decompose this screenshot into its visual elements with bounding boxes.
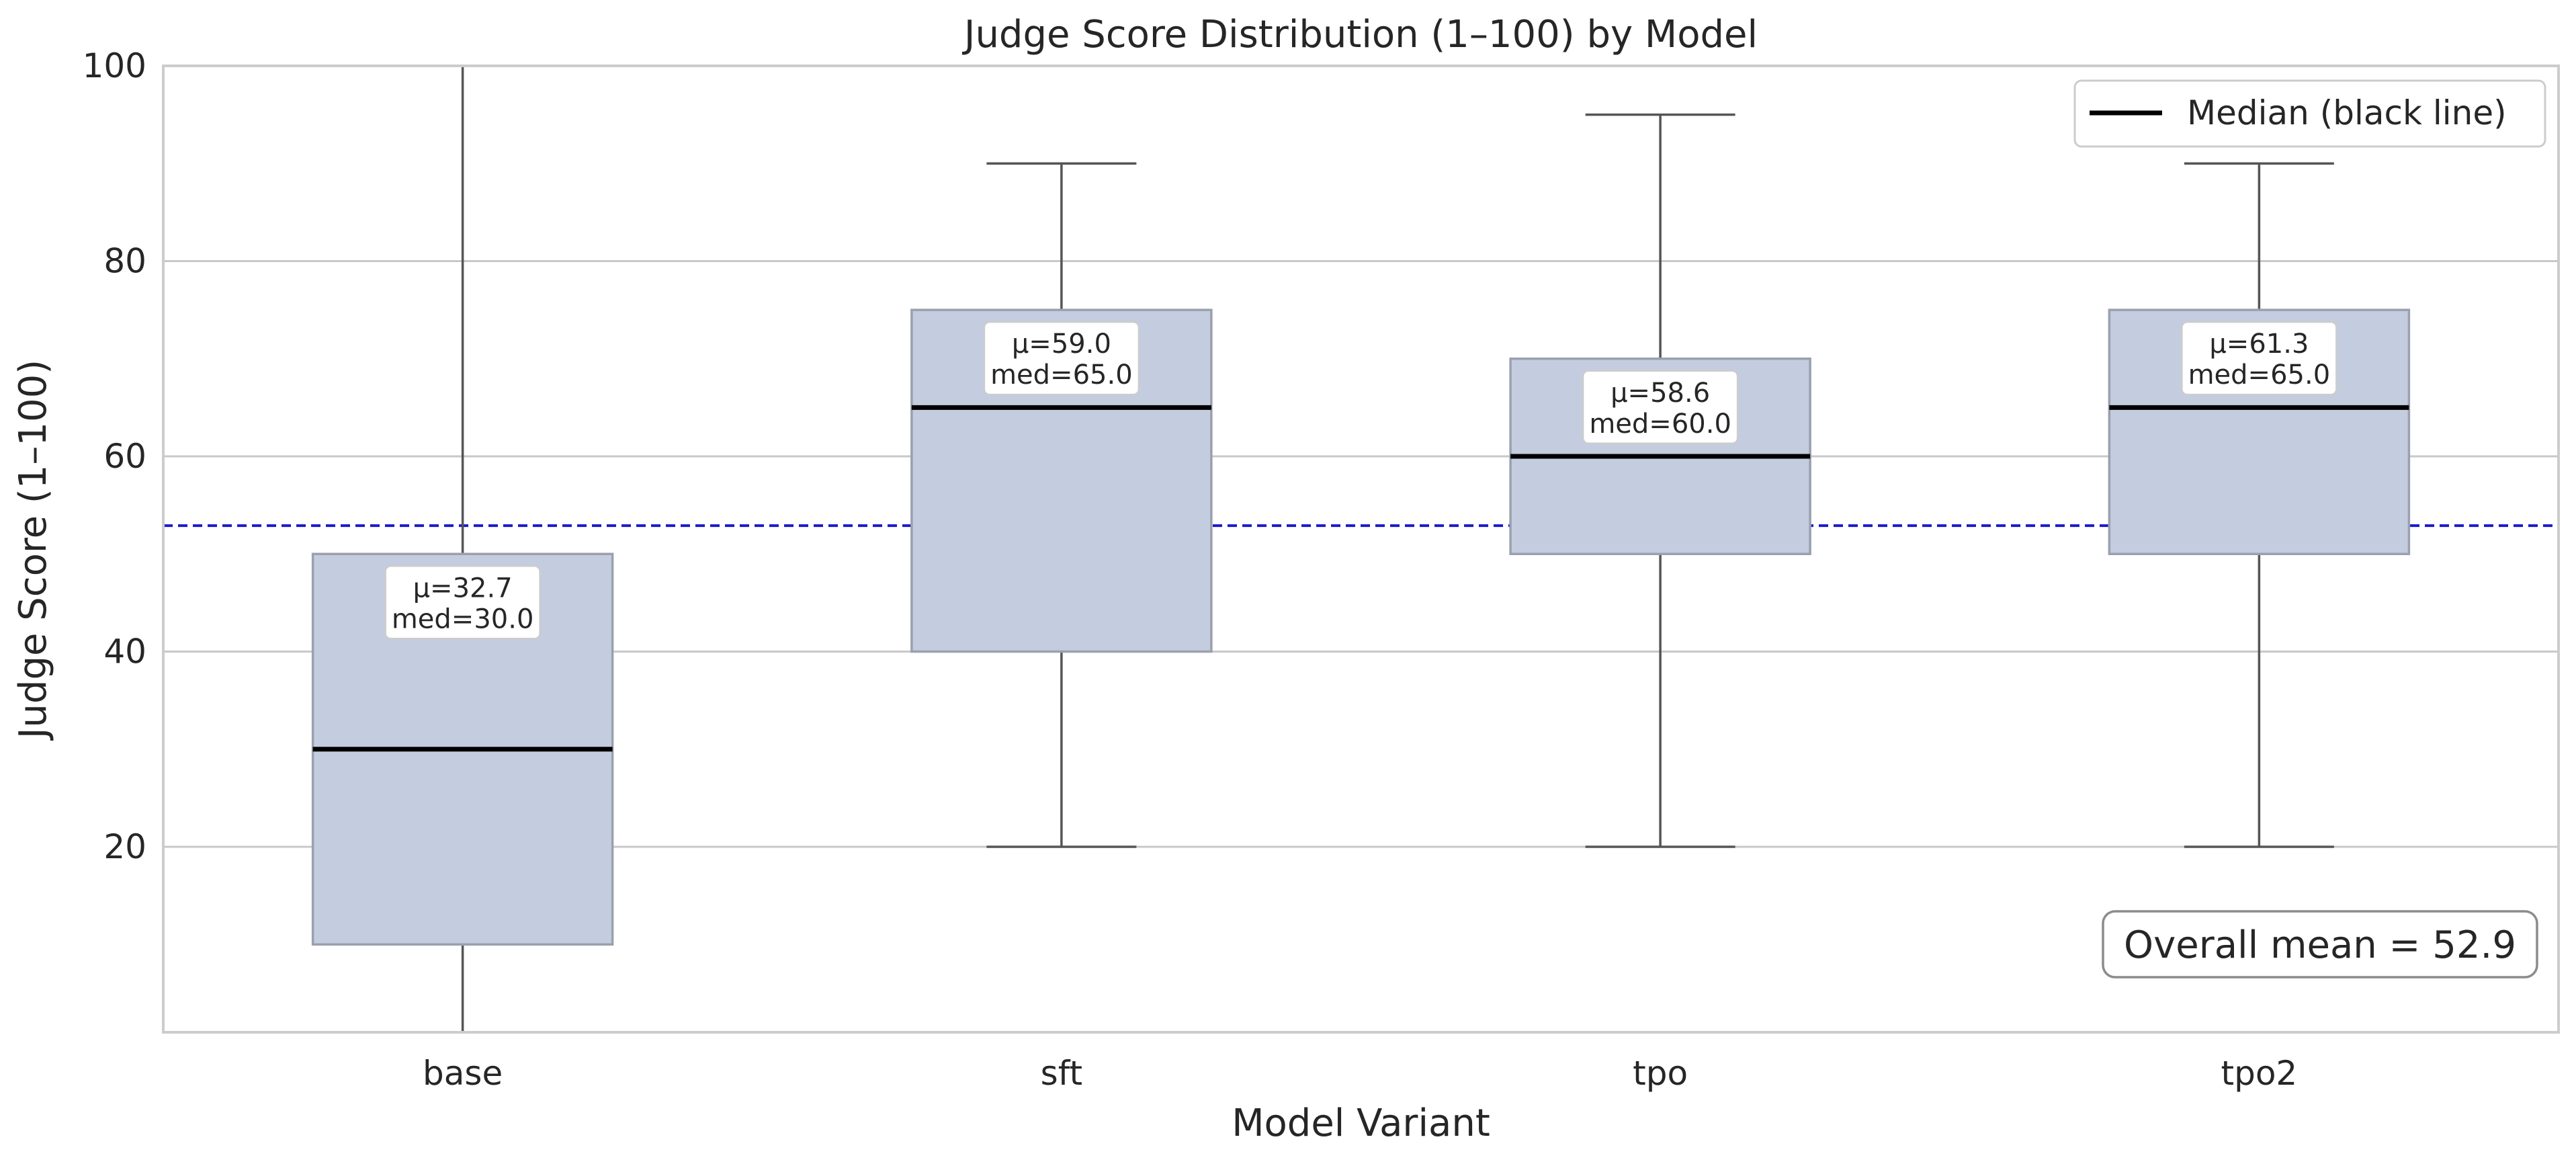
mean-label: μ=61.3 (2209, 329, 2309, 360)
legend-label: Median (black line) (2187, 93, 2507, 132)
x-tick-label: base (423, 1054, 503, 1093)
y-axis-title: Judge Score (1–100) (11, 360, 55, 741)
chart-title: Judge Score Distribution (1–100) by Mode… (962, 13, 1758, 56)
x-axis-title: Model Variant (1232, 1102, 1490, 1145)
annotation-box (2181, 321, 2337, 396)
overall-mean-label: Overall mean = 52.9 (2124, 923, 2516, 967)
overall-mean-box (2102, 910, 2538, 979)
box-annotations: μ=32.7med=30.0μ=59.0med=65.0μ=58.6med=60… (384, 321, 2337, 640)
overall-mean-annotation: Overall mean = 52.9 (2102, 910, 2538, 979)
mean-label: μ=58.6 (1611, 378, 1710, 409)
y-tick-label: 20 (103, 827, 146, 866)
x-tick-label: tpo2 (2221, 1054, 2298, 1093)
mean-label: μ=32.7 (413, 573, 513, 604)
y-tick-labels: 20 40 60 80 100 (83, 46, 146, 866)
mean-label: μ=59.0 (1012, 329, 1111, 360)
legend-box (2073, 79, 2546, 148)
median-label: med=65.0 (2188, 360, 2331, 390)
median-label: med=65.0 (990, 360, 1133, 390)
box-base (311, 66, 614, 1032)
annotation-box (1582, 370, 1739, 445)
y-tick-label: 60 (103, 437, 146, 476)
x-tick-label: tpo (1633, 1054, 1688, 1093)
x-tick-label: sft (1041, 1054, 1082, 1093)
legend: Median (black line) (2073, 79, 2546, 148)
box-sft (910, 162, 1213, 848)
x-tick-labels: base sft tpo tpo2 (423, 1054, 2297, 1093)
median-label: med=30.0 (392, 604, 534, 634)
box-tpo2 (2108, 162, 2411, 848)
annotation-box (983, 321, 1140, 396)
median-label: med=60.0 (1589, 409, 1731, 440)
boxes (311, 66, 2411, 1032)
box-tpo (1509, 113, 1811, 848)
y-tick-label: 40 (103, 632, 146, 671)
y-tick-label: 100 (83, 46, 146, 85)
annotation-box (384, 565, 541, 640)
plot-frame (162, 65, 2560, 1034)
y-tick-label: 80 (103, 242, 146, 281)
